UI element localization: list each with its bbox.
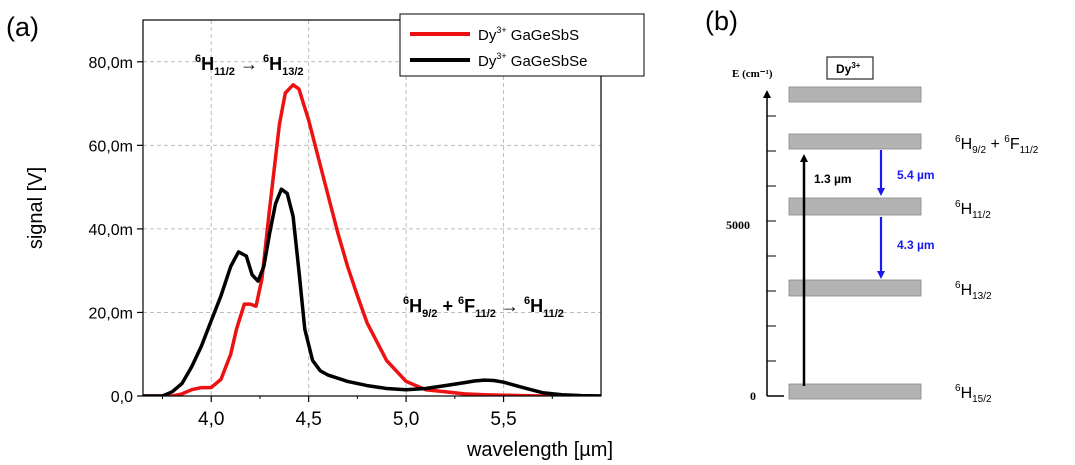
- plot-frame: [142, 19, 602, 397]
- legend-entry-gagesbs: Dy3+ GaGeSbS: [478, 25, 579, 44]
- y-axis-label: signal [V]: [25, 167, 47, 249]
- x-tick-label: 4,5: [295, 409, 321, 430]
- series-line-gagesbse: [143, 187, 601, 396]
- annotation-h11-to-h13: 6H11/2 → 6H13/2: [195, 53, 304, 78]
- y-tick-label: 0,0: [111, 389, 133, 406]
- legend-box: [399, 13, 645, 77]
- level-bar-h9f11: [788, 133, 922, 150]
- y-tick-label: 40,0m: [89, 222, 133, 239]
- x-axis: 4,0 4,5 5,0 5,5: [161, 396, 553, 430]
- level-bar-h15: [788, 383, 922, 400]
- annotation-h9f11-to-h11: 6H9/2 + 6F11/2 → 6H11/2: [403, 295, 564, 320]
- label-4-3um: 4.3 µm: [897, 238, 935, 252]
- plot-curves: [143, 83, 601, 396]
- dy-ion-box: [826, 56, 874, 80]
- level-bar-top: [788, 86, 922, 103]
- y-axis: 0,0 20,0m 40,0m 60,0m 80,0m: [89, 55, 143, 406]
- x-tick-label: 5,0: [393, 409, 419, 430]
- x-tick-label: 4,0: [198, 409, 224, 430]
- legend: Dy3+ GaGeSbS Dy3+ GaGeSbSe: [399, 13, 645, 77]
- energy-axis-label: E (cm⁻¹): [732, 68, 773, 80]
- y-tick-label: 80,0m: [89, 55, 133, 72]
- energy-label-0: 0: [750, 389, 756, 403]
- y-tick-label: 60,0m: [89, 138, 133, 155]
- energy-label-5000: 5000: [726, 218, 750, 232]
- panel-a-label: (a): [6, 12, 39, 42]
- level-label-h11: 6H11/2: [955, 199, 991, 221]
- series-line-gagesbs: [143, 83, 601, 396]
- level-label-h15: 6H15/2: [955, 383, 992, 405]
- x-tick-label: 5,5: [490, 409, 516, 430]
- energy-ticks: [767, 115, 776, 362]
- panel-b-label: (b): [705, 6, 738, 36]
- level-bar-h13: [788, 279, 922, 297]
- level-label-h9f11: 6H9/2 + 6F11/2: [955, 134, 1039, 156]
- label-1-3um: 1.3 µm: [814, 172, 852, 186]
- x-axis-label: wavelength [µm]: [466, 439, 613, 461]
- dy-ion-label: Dy3+: [836, 61, 861, 76]
- y-tick-label: 20,0m: [89, 305, 133, 322]
- level-bar-h11: [788, 197, 922, 216]
- level-label-h13: 6H13/2: [955, 280, 992, 302]
- legend-entry-gagesbse: Dy3+ GaGeSbSe: [478, 51, 588, 70]
- label-5-4um: 5.4 µm: [897, 168, 935, 182]
